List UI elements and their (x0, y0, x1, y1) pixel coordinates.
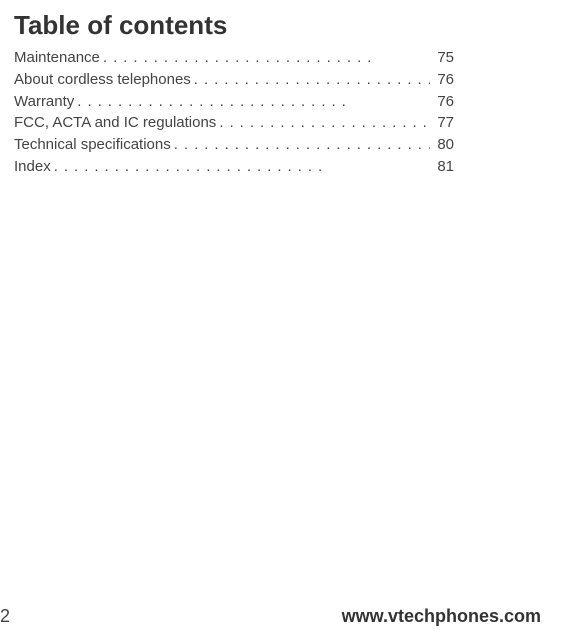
footer-url: www.vtechphones.com (342, 606, 541, 627)
toc-entry-page: 76 (430, 91, 454, 113)
toc-dots: ........................... (51, 156, 430, 178)
toc-dots: ........................... (216, 112, 430, 134)
toc-entry-label: About cordless telephones (14, 69, 191, 91)
toc-dots: ........................... (171, 134, 430, 156)
toc-entry-page: 75 (430, 47, 454, 69)
toc-title: Table of contents (14, 10, 541, 41)
toc-entry: FCC, ACTA and IC regulations ...........… (14, 112, 454, 134)
toc-entry: Warranty ........................... 76 (14, 91, 454, 113)
toc-entry: Maintenance ........................... … (14, 47, 454, 69)
toc-entry-page: 80 (430, 134, 454, 156)
toc-dots: ........................... (100, 47, 430, 69)
toc-entry-page: 76 (430, 69, 454, 91)
toc-entry-page: 81 (430, 156, 454, 178)
footer-page-number: 2 (0, 606, 10, 627)
toc-entry: About cordless telephones ..............… (14, 69, 454, 91)
toc-entry-label: Warranty (14, 91, 74, 113)
toc-entry-label: Index (14, 156, 51, 178)
toc-entry-page: 77 (430, 112, 454, 134)
toc-entry-label: Maintenance (14, 47, 100, 69)
toc-entries: Maintenance ........................... … (14, 47, 541, 178)
page-footer: 2 www.vtechphones.com (0, 606, 541, 627)
toc-entry: Technical specifications ...............… (14, 134, 454, 156)
toc-dots: ........................... (191, 69, 430, 91)
toc-entry-label: FCC, ACTA and IC regulations (14, 112, 216, 134)
toc-entry-label: Technical specifications (14, 134, 171, 156)
toc-dots: ........................... (74, 91, 430, 113)
toc-entry: Index ........................... 81 (14, 156, 454, 178)
